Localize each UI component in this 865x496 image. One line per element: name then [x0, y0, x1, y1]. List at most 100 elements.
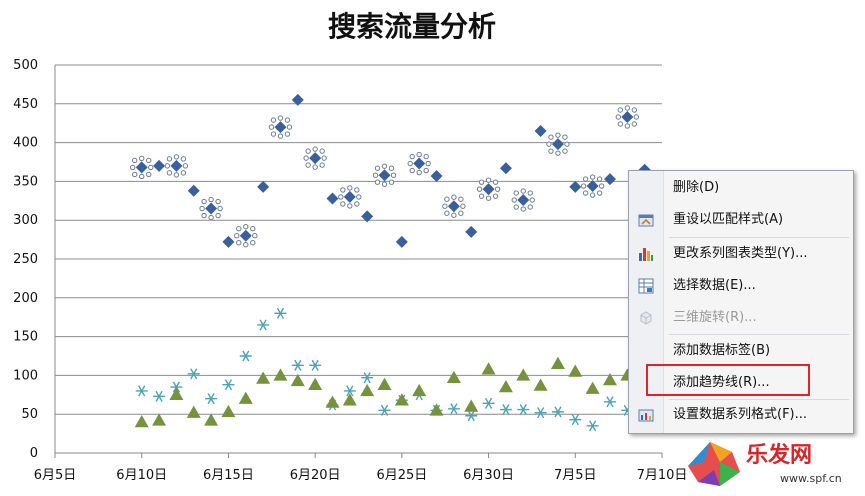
data-point-asterisk: [465, 410, 478, 422]
selection-handle: [284, 117, 291, 123]
y-tick-label: 350: [13, 174, 38, 189]
data-point-asterisk: [517, 404, 530, 416]
selection-handle: [347, 185, 353, 191]
selection-handle: [286, 124, 293, 130]
y-tick-label: 250: [13, 252, 38, 267]
data-point-diamond: [153, 159, 166, 172]
selection-handle: [451, 212, 457, 218]
menu-separator: [669, 334, 849, 335]
selection-handle: [444, 210, 450, 216]
select-data-icon: [638, 278, 654, 294]
data-point-triangle: [446, 370, 461, 383]
menu-item-delete[interactable]: 删除(D): [629, 174, 853, 202]
data-points[interactable]: [134, 93, 651, 432]
selection-handle: [617, 121, 624, 127]
data-point-triangle: [360, 383, 375, 397]
selection-handle: [217, 205, 223, 212]
data-point-asterisk: [534, 407, 547, 419]
data-point-diamond: [551, 138, 564, 151]
data-point-asterisk: [291, 359, 304, 371]
data-point-diamond: [361, 210, 374, 223]
data-point-triangle: [308, 377, 323, 390]
data-point-triangle: [290, 373, 305, 387]
data-point-diamond: [395, 235, 408, 248]
selection-handle: [564, 141, 570, 147]
selection-handle: [529, 197, 535, 203]
x-tick-label: 6月15日: [203, 468, 254, 483]
data-point-asterisk: [343, 385, 356, 397]
menu-item-3d-rotation[interactable]: 三维旋转(R)...: [629, 304, 853, 332]
reset-style-icon: [638, 214, 654, 227]
data-point-asterisk: [274, 307, 287, 319]
menu-item-reset-style[interactable]: 重设以匹配样式(A): [629, 206, 853, 234]
menu-item-label: 三维旋转(R)...: [673, 310, 757, 325]
watermark-brand: 乐发网: [746, 442, 812, 468]
selection-handle: [321, 155, 327, 161]
data-point-triangle: [533, 378, 548, 391]
menu-item-add-data-labels[interactable]: 添加数据标签(B): [629, 337, 853, 365]
selection-handle: [511, 197, 517, 203]
data-point-diamond: [274, 121, 287, 134]
selection-handle: [527, 204, 533, 210]
data-point-triangle: [429, 403, 444, 416]
x-tick-label: 7月10日: [637, 468, 688, 483]
x-tick-label: 6月5日: [34, 468, 77, 483]
selection-handle: [199, 205, 205, 212]
selection-handle: [215, 212, 221, 219]
data-point-diamond: [534, 124, 547, 137]
selection-handle: [356, 194, 362, 200]
y-tick-label: 100: [13, 368, 38, 383]
selection-handle: [236, 226, 242, 232]
y-tick-label: 150: [13, 330, 38, 345]
selection-handle: [270, 131, 277, 137]
data-point-diamond: [205, 202, 218, 215]
data-point-asterisk: [153, 390, 166, 402]
selection-handle: [277, 133, 284, 139]
selection-handle: [582, 176, 589, 182]
selection-handle: [598, 183, 605, 189]
data-point-asterisk: [551, 406, 564, 418]
data-point-triangle: [325, 395, 340, 408]
data-point-diamond: [222, 235, 235, 248]
watermark-url: www.spf.cn: [780, 472, 842, 485]
selection-handle: [451, 194, 457, 200]
chart-title: 搜索流量分析: [328, 10, 496, 43]
selection-handle: [250, 226, 256, 232]
selection-handle: [381, 163, 388, 169]
selection-handle: [596, 176, 603, 182]
selection-handle: [146, 171, 152, 178]
menu-item-select-data[interactable]: 选择数据(E)...: [629, 272, 853, 300]
data-point-triangle: [412, 383, 427, 397]
selection-handle: [208, 196, 214, 203]
data-point-asterisk: [222, 379, 235, 391]
data-point-diamond: [569, 180, 582, 193]
menu-item-format-series[interactable]: 设置数据系列格式(F)...: [629, 401, 853, 429]
selection-handle: [520, 206, 526, 212]
data-point-diamond: [187, 184, 200, 197]
data-point-diamond: [343, 190, 356, 203]
data-point-diamond: [517, 194, 530, 207]
selection-handle: [180, 170, 187, 176]
data-point-diamond: [603, 173, 616, 186]
selection-handle: [166, 156, 173, 162]
selection-handle: [182, 163, 189, 169]
selection-handle: [234, 233, 240, 239]
selection-handle: [388, 179, 395, 185]
selection-handle: [416, 151, 422, 158]
selection-handle: [180, 156, 187, 162]
data-point-triangle: [204, 413, 219, 426]
menu-item-add-trendline[interactable]: 添加趋势线(R)...: [629, 369, 853, 397]
selection-handle: [513, 204, 519, 210]
selection-handle: [243, 224, 249, 230]
selection-handle: [303, 155, 309, 161]
y-tick-label: 50: [21, 407, 38, 422]
selection-handle: [423, 153, 429, 160]
selection-handle: [201, 198, 207, 205]
menu-item-change-chart-type[interactable]: 更改系列图表类型(Y)...: [629, 240, 853, 268]
selection-handle: [284, 131, 291, 137]
data-point-diamond: [378, 169, 391, 182]
selection-handle: [409, 153, 415, 160]
selection-handle: [381, 181, 388, 187]
data-point-asterisk: [378, 404, 391, 416]
